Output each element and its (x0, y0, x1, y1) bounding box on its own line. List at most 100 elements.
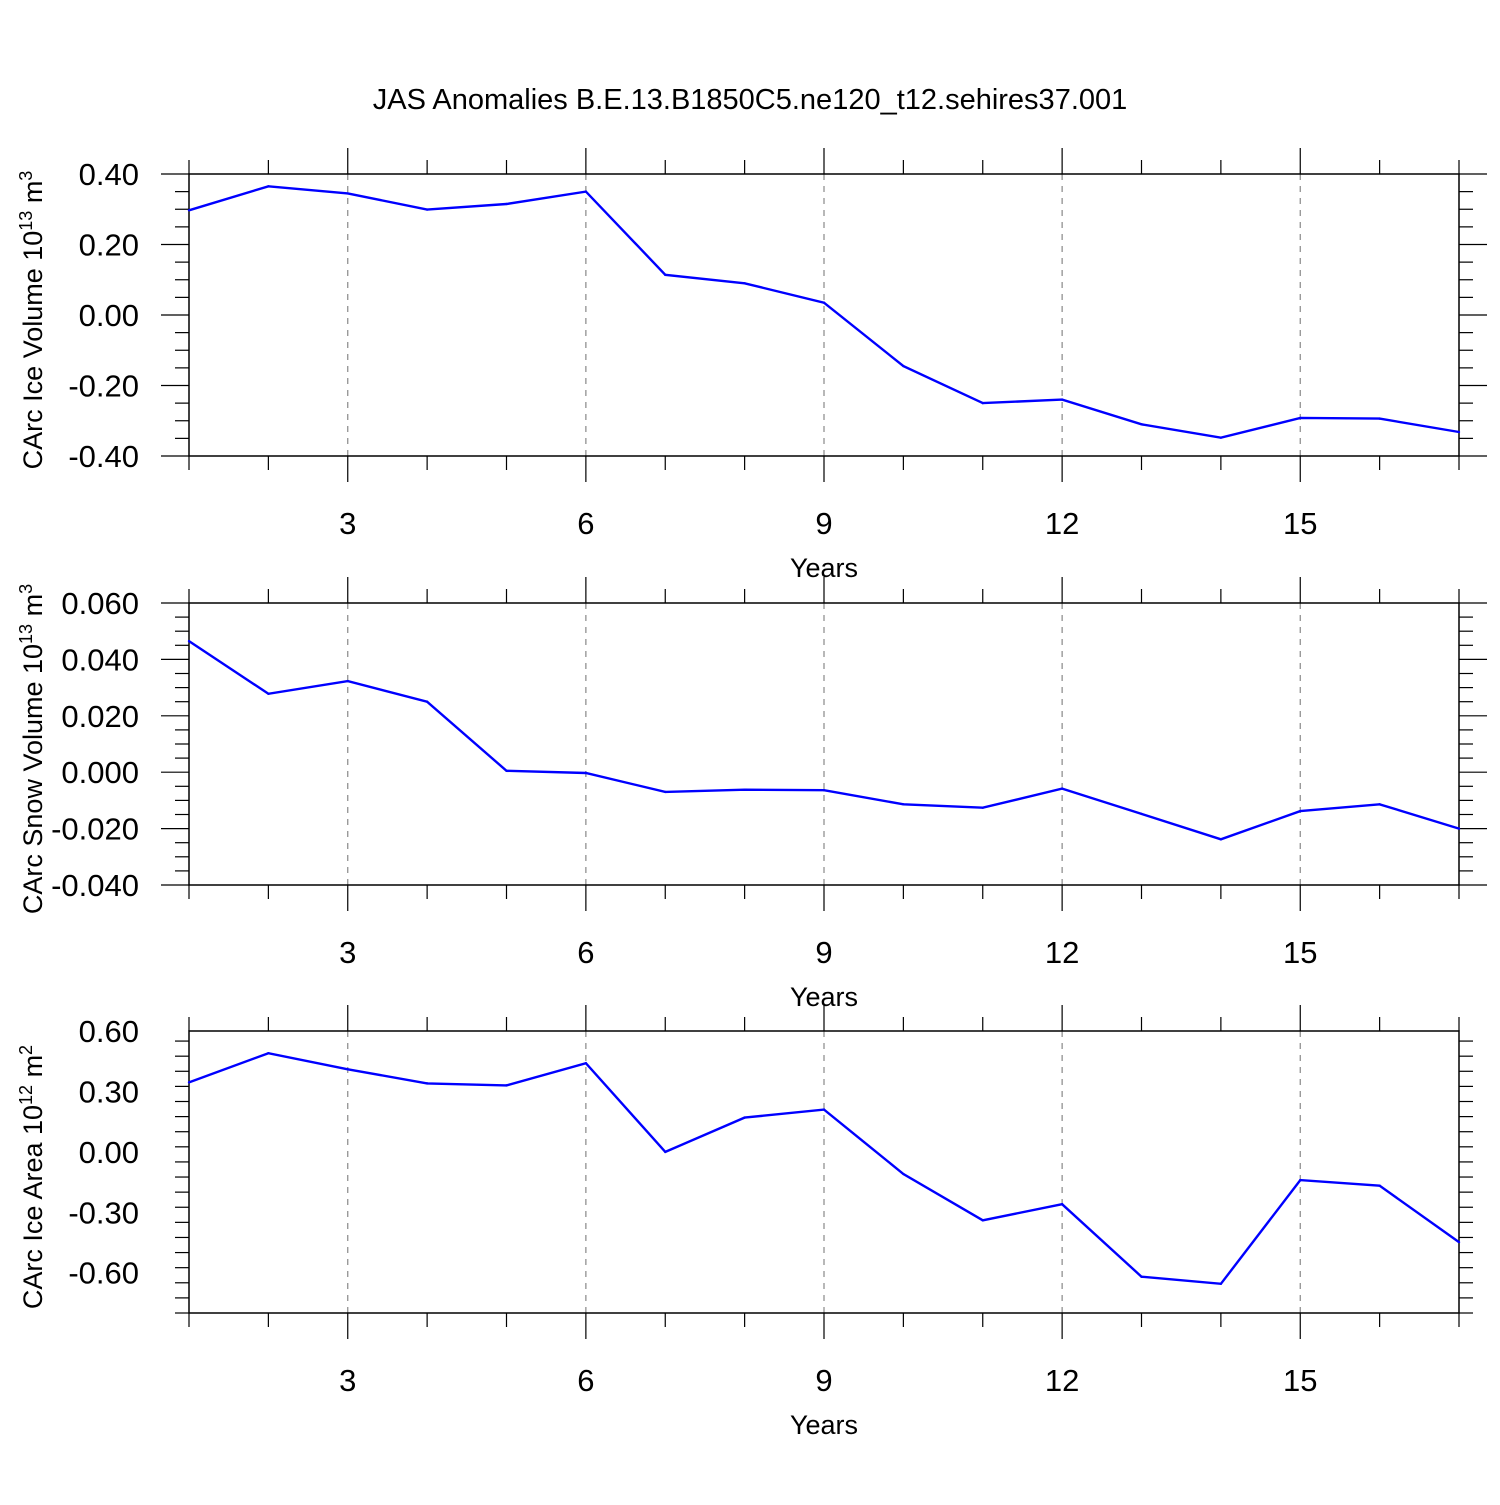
x-tick-label: 12 (1045, 1363, 1079, 1398)
y-axis-label-part: CArc Ice Area 10 (18, 1105, 48, 1309)
x-tick-label: 12 (1045, 506, 1079, 541)
y-tick-label: 0.040 (61, 642, 139, 677)
data-point (505, 1084, 508, 1087)
data-point (346, 192, 349, 195)
y-tick-label: 0.00 (79, 1135, 139, 1170)
data-point (425, 208, 429, 211)
data-point (743, 788, 746, 791)
plot-frame (188, 602, 1460, 886)
x-tick-label: 6 (577, 935, 594, 970)
x-tick-label: 15 (1283, 506, 1317, 541)
data-point (664, 790, 667, 794)
data-point (1140, 1275, 1143, 1278)
x-tick-label: 3 (339, 1363, 356, 1398)
y-tick-label: -0.20 (68, 369, 139, 404)
y-axis-label: CArc Ice Area 1012 m2 (16, 1045, 48, 1309)
data-point (267, 185, 270, 188)
y-axis-label-exponent: 12 (16, 1085, 36, 1105)
plot-frame (188, 1030, 1460, 1314)
data-point (425, 700, 429, 703)
y-axis-label-exponent: 2 (16, 1045, 36, 1055)
x-tick-label: 9 (815, 506, 832, 541)
y-tick-label: -0.60 (68, 1256, 139, 1291)
y-axis-label-part: CArc Snow Volume 10 (18, 644, 48, 914)
data-point (902, 803, 905, 806)
data-point (743, 282, 746, 285)
data-point (1219, 1282, 1223, 1285)
y-axis-label-exponent: 13 (16, 211, 36, 231)
y-tick-label: 0.30 (79, 1074, 139, 1109)
y-axis-label-part: m (18, 594, 48, 624)
x-tick-label: 6 (577, 1363, 594, 1398)
y-axis-label: CArc Ice Volume 1013 m3 (16, 171, 48, 470)
y-axis-label-exponent: 13 (16, 624, 36, 644)
x-tick-label: 9 (815, 935, 832, 970)
data-point (1060, 1203, 1064, 1206)
data-point (584, 771, 588, 775)
y-tick-label: 0.060 (61, 586, 139, 621)
data-point (664, 1150, 667, 1154)
x-tick-label: 3 (339, 506, 356, 541)
data-point (981, 806, 984, 809)
data-point (1060, 787, 1064, 790)
data-point (505, 769, 508, 772)
data-point (981, 1219, 984, 1222)
data-point (1299, 1178, 1302, 1182)
data-point (981, 401, 984, 405)
data-point (1378, 803, 1381, 806)
y-tick-label: -0.020 (51, 812, 139, 847)
y-tick-label: -0.30 (68, 1195, 139, 1230)
data-point (505, 202, 508, 206)
y-tick-label: -0.40 (68, 439, 139, 474)
data-point (267, 692, 270, 696)
data-point (822, 301, 826, 304)
data-point (346, 679, 349, 683)
data-point (1140, 812, 1143, 816)
data-point (902, 364, 905, 368)
data-point (267, 1051, 270, 1055)
x-tick-label: 15 (1283, 1363, 1317, 1398)
plot-frame (188, 173, 1460, 457)
data-point (1219, 838, 1223, 841)
y-axis-label: CArc Snow Volume 1013 m3 (16, 584, 48, 914)
y-tick-label: -0.040 (51, 868, 139, 903)
data-point (346, 1068, 349, 1071)
x-tick-label: 15 (1283, 935, 1317, 970)
y-axis-label-part: CArc Ice Volume 10 (18, 231, 48, 470)
y-axis-label-exponent: 3 (16, 171, 36, 181)
y-tick-label: 0.000 (61, 755, 139, 790)
data-point (1457, 827, 1461, 830)
x-tick-label: 12 (1045, 935, 1079, 970)
data-point (743, 1116, 746, 1119)
y-tick-label: 0.20 (79, 228, 139, 263)
data-point (1219, 436, 1223, 439)
y-axis-label-exponent: 3 (16, 584, 36, 594)
x-tick-label: 9 (815, 1363, 832, 1398)
data-point (1457, 1240, 1461, 1244)
data-point (584, 190, 588, 193)
data-point (1378, 417, 1381, 420)
data-point (822, 1108, 826, 1111)
x-tick-label: 3 (339, 935, 356, 970)
data-point (1140, 423, 1143, 426)
x-axis-label: Years (790, 1410, 858, 1440)
data-point (1378, 1184, 1381, 1187)
data-point (187, 639, 191, 643)
data-point (664, 273, 667, 277)
y-axis-label-part: m (18, 181, 48, 211)
data-point (1457, 430, 1461, 434)
x-tick-label: 6 (577, 506, 594, 541)
data-point (425, 1082, 429, 1085)
data-point (902, 1172, 905, 1176)
chart-title: JAS Anomalies B.E.13.B1850C5.ne120_t12.s… (372, 84, 1128, 116)
y-tick-label: 0.020 (61, 699, 139, 734)
data-point (584, 1062, 588, 1065)
y-tick-label: 0.00 (79, 298, 139, 333)
data-point (822, 789, 826, 792)
data-point (1299, 416, 1302, 420)
y-tick-label: 0.40 (79, 157, 139, 192)
y-axis-label-part: m (18, 1055, 48, 1085)
data-point (187, 1081, 191, 1084)
